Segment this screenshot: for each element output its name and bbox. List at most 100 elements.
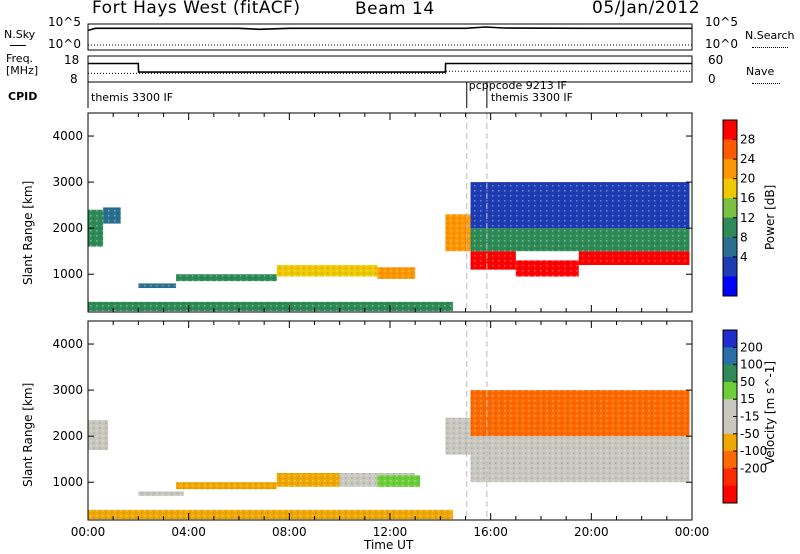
velocity-colorbar-tick-label: -100: [740, 444, 767, 458]
data-patch-texture: [88, 301, 453, 312]
data-patch-texture: [470, 182, 690, 229]
xlabel: Time UT: [364, 538, 414, 552]
power-colorbar-tick-label: 24: [740, 152, 755, 166]
power-colorbar-tick-label: 8: [740, 230, 748, 244]
nsky-strip-frame: [87, 23, 693, 51]
data-patch-texture: [470, 390, 690, 437]
velocity-plot: 1000 2000 3000 4000 00:00 04:00 08:00 12:00 16:0…: [52, 320, 710, 539]
x-tick-label: 00:00: [675, 525, 710, 539]
y-tick-label: 1000: [52, 475, 83, 489]
power-colorbar-tick-label: 4: [740, 250, 748, 264]
power-colorbar-title: Power [dB]: [763, 184, 777, 250]
site-title: Fort Hays West (fitACF): [92, 0, 301, 18]
power-colorbar-swatch: [723, 256, 737, 277]
velocity-colorbar-swatch: [723, 399, 737, 417]
x-tick-label: 08:00: [272, 525, 307, 539]
y-tick-label: 2000: [52, 221, 83, 235]
velocity-colorbar-tick-label: -50: [740, 427, 760, 441]
nsearch-label: N.Search: [745, 29, 795, 42]
nave-label: Nave: [746, 65, 775, 78]
velocity-colorbar-swatch: [723, 451, 737, 469]
power-colorbar-swatch: [723, 178, 737, 199]
power-colorbar-tick-label: 20: [740, 172, 755, 186]
velocity-colorbar-swatch: [723, 330, 737, 348]
data-patch-texture: [276, 265, 378, 277]
velocity-colorbar-swatch: [723, 468, 737, 487]
data-patch-texture: [88, 209, 104, 247]
velocity-colorbar-tick-label: 100: [740, 358, 763, 372]
power-colorbar-swatch: [723, 217, 737, 238]
nsky-legend-line: [10, 45, 26, 46]
power-plot: 1000 2000 3000 4000: [52, 112, 693, 313]
velocity-colorbar-tick-label: 200: [740, 340, 763, 354]
velocity-colorbar-swatch: [723, 485, 737, 504]
y-tick-label: 4000: [52, 337, 83, 351]
data-patch-texture: [176, 482, 277, 490]
power-colorbar-tick-label: 12: [740, 211, 755, 225]
data-patch-texture: [470, 228, 690, 252]
data-patch-texture: [88, 509, 453, 520]
power-colorbar-frame: [722, 119, 738, 297]
data-patch-texture: [578, 251, 690, 266]
data-patch-texture: [377, 267, 416, 279]
cpid-label: CPID: [8, 90, 38, 103]
power-colorbar-swatch: [723, 139, 737, 160]
data-patch-texture: [138, 491, 184, 497]
power-colorbar-swatch: [723, 159, 737, 180]
velocity-colorbar-swatch: [723, 364, 737, 383]
data-patch-texture: [103, 207, 121, 224]
cpid-entry-label: pcppcode 9213 IF: [469, 79, 567, 92]
x-tick-label: 00:00: [71, 525, 106, 539]
nave-tick-top: 60: [708, 53, 724, 67]
y-tick-label: 4000: [52, 129, 83, 143]
velocity-colorbar-swatch: [723, 433, 737, 452]
nsky-tick-bottom: 10^0: [48, 37, 81, 51]
freq-strip-frame: [87, 55, 693, 83]
velocity-colorbar-tick-label: 15: [740, 392, 755, 406]
freq-label-line2: [MHz]: [6, 64, 39, 77]
ylabel-bottom: Slant Range [km]: [21, 382, 35, 487]
nave-legend-line: [752, 83, 780, 84]
nsearch-tick-top: 10^5: [705, 15, 738, 29]
x-tick-label: 04:00: [171, 525, 206, 539]
velocity-colorbar-title: Velocity [m s^-1]: [763, 360, 777, 465]
freq-label-line1: Freq.: [6, 52, 34, 65]
freq-tick-bottom: 8: [70, 72, 78, 86]
data-patch-texture: [470, 436, 690, 483]
y-tick-label: 2000: [52, 429, 83, 443]
nsky-label: N.Sky: [4, 28, 36, 41]
velocity-colorbar-tick-label: 50: [740, 375, 755, 389]
nsearch-tick-bottom: 10^0: [705, 37, 738, 51]
power-colorbar-swatch: [723, 120, 737, 141]
power-colorbar-swatch: [723, 198, 737, 219]
y-tick-label: 1000: [52, 267, 83, 281]
data-patch-texture: [88, 420, 109, 450]
nave-series-line: [88, 70, 692, 74]
power-colorbar-tick-label: 16: [740, 191, 755, 205]
x-tick-label: 20:00: [574, 525, 609, 539]
nsearch-legend-line: [752, 47, 788, 48]
nave-tick-bottom: 0: [708, 72, 716, 86]
data-patch-texture: [276, 473, 340, 487]
data-patch-texture: [377, 475, 421, 487]
y-tick-label: 3000: [52, 383, 83, 397]
beam-label: Beam 14: [355, 0, 435, 19]
x-tick-label: 16:00: [473, 525, 508, 539]
power-colorbar-swatch: [723, 237, 737, 258]
data-patch-texture: [515, 260, 579, 277]
date-label: 05/Jan/2012: [592, 0, 701, 18]
data-patch-texture: [176, 274, 277, 282]
freq-label: Freq. [MHz]: [6, 53, 38, 77]
velocity-colorbar-swatch: [723, 347, 737, 366]
x-tick-label: 12:00: [373, 525, 408, 539]
nsky-series-line: [87, 26, 692, 32]
cpid-entry-label: themis 3300 IF: [91, 91, 173, 104]
power-colorbar-swatch: [723, 276, 737, 297]
cpid-entry-label: themis 3300 IF: [491, 91, 573, 104]
nsky-tick-top: 10^5: [48, 15, 81, 29]
y-tick-label: 3000: [52, 175, 83, 189]
colorbars-group: 28 24 20 16 12 8 4 200 100 50 15 -15 -50 -100 -200: [722, 119, 767, 504]
freq-tick-top: 18: [64, 53, 80, 67]
